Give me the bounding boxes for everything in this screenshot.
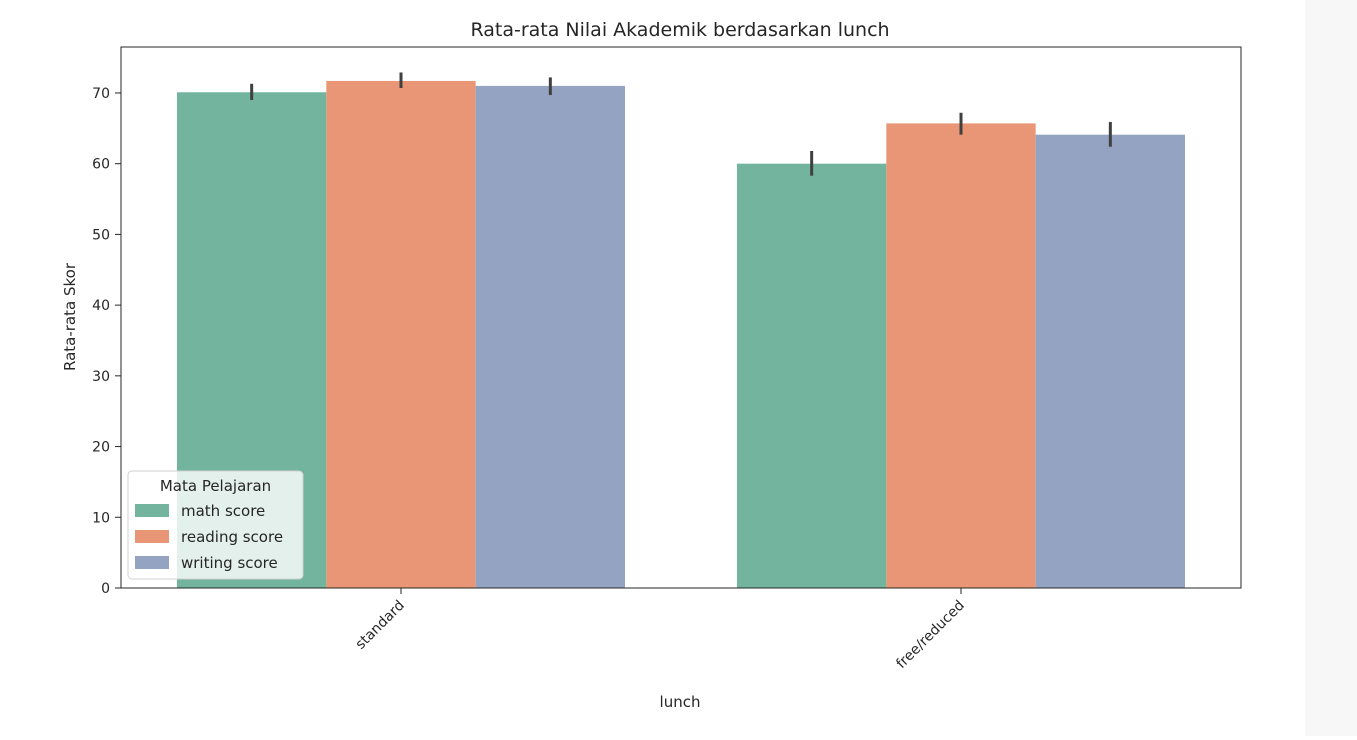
y-tick-label: 10 <box>92 510 110 526</box>
error-bars-layer <box>250 72 1112 176</box>
bar-writing-score-standard <box>475 85 625 589</box>
x-axis-label: lunch <box>660 693 701 711</box>
x-tick-label: standard <box>353 598 408 653</box>
bar-reading-score-standard <box>326 80 476 588</box>
bar-reading-score-free-reduced <box>886 123 1036 589</box>
bars-layer <box>177 80 1185 589</box>
bar-math-score-free-reduced <box>737 163 887 588</box>
legend-entry: reading score <box>181 528 283 546</box>
y-tick-label: 70 <box>92 86 110 102</box>
legend-entry: math score <box>181 502 265 520</box>
y-axis: 0 10 20 30 40 50 60 70 <box>92 86 121 597</box>
y-axis-label: Rata-rata Skor <box>61 262 79 371</box>
y-tick-label: 50 <box>92 227 110 243</box>
legend-box <box>127 470 304 580</box>
bar-writing-score-free-reduced <box>1035 134 1185 588</box>
chart-title: Rata-rata Nilai Akademik berdasarkan lun… <box>470 19 889 41</box>
chart-figure: Rata-rata Nilai Akademik berdasarkan lun… <box>61 19 1242 711</box>
plot-area-frame <box>120 46 1242 589</box>
legend: Mata Pelajaran math score reading score wri… <box>127 470 304 580</box>
legend-entry: writing score <box>181 554 278 572</box>
legend-swatch <box>135 530 169 543</box>
y-tick-label: 30 <box>92 369 110 385</box>
legend-title: Mata Pelajaran <box>160 477 271 495</box>
side-panel-strip <box>1305 0 1357 736</box>
x-axis: standard free/reduced <box>353 588 968 672</box>
y-tick-label: 40 <box>92 298 110 314</box>
y-tick-label: 0 <box>101 581 110 597</box>
bar-chart: Rata-rata Nilai Akademik berdasarkan lun… <box>61 19 1242 711</box>
y-tick-label: 20 <box>92 440 110 456</box>
legend-swatch <box>135 556 169 569</box>
legend-swatch <box>135 504 169 517</box>
x-tick-label: free/reduced <box>893 598 967 672</box>
y-tick-label: 60 <box>92 157 110 173</box>
